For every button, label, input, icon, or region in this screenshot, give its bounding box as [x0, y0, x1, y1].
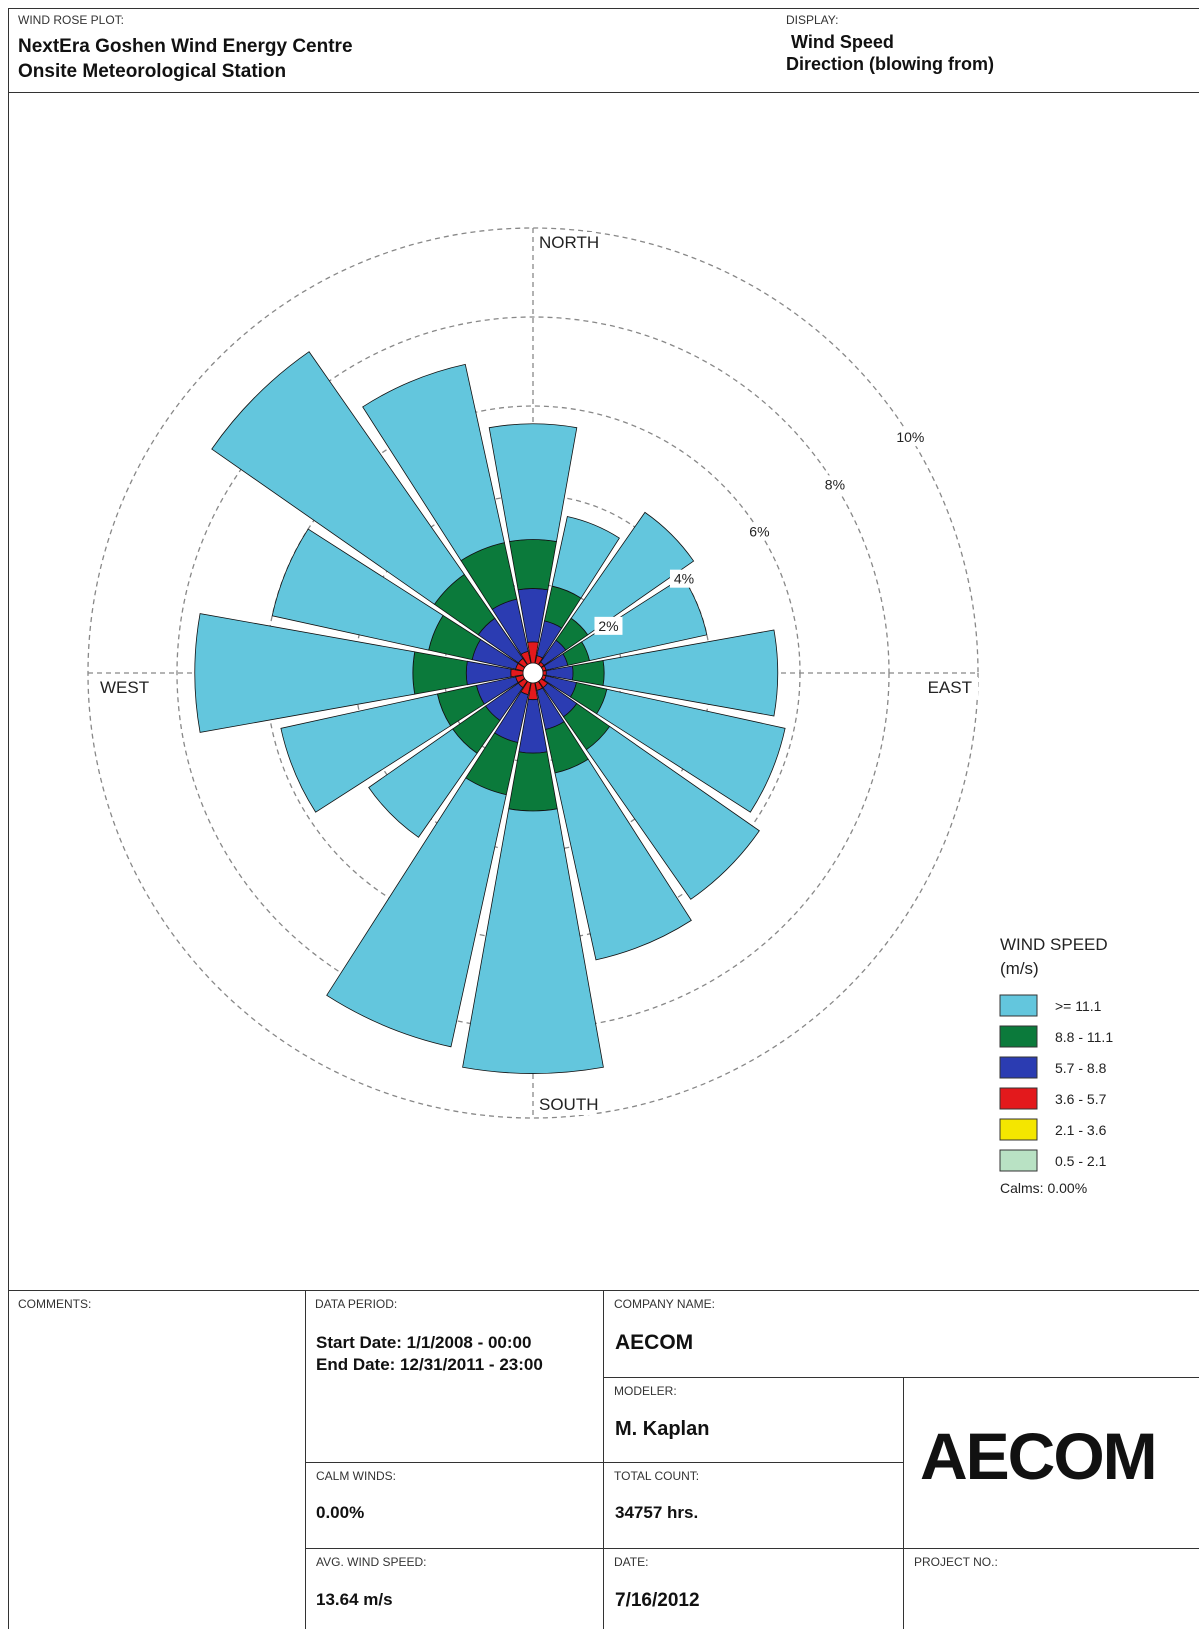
legend-label: 0.5 - 2.1 [1055, 1153, 1107, 1169]
petal-segment [509, 539, 557, 591]
ring-label: 4% [674, 571, 694, 587]
legend-label: 3.6 - 5.7 [1055, 1091, 1107, 1107]
value: 0.00% [316, 1503, 365, 1522]
legend-label: >= 11.1 [1055, 998, 1102, 1014]
title: NextEra Goshen Wind Energy Centre [18, 36, 353, 57]
label: AVG. WIND SPEED: [316, 1555, 427, 1569]
rule [305, 1290, 306, 1629]
petal-segment [488, 423, 578, 543]
legend-swatch [999, 1087, 1038, 1110]
legend-swatch [999, 1118, 1038, 1141]
label: PROJECT NO.: [914, 1555, 998, 1569]
label: WIND ROSE PLOT: [18, 13, 125, 27]
label: COMMENTS: [18, 1297, 92, 1311]
display-text: Direction (blowing from) [786, 54, 994, 74]
border [8, 8, 1199, 9]
ring-label-bg [745, 522, 774, 541]
value: AECOM [615, 1331, 694, 1354]
ring-label-bg [896, 428, 925, 447]
legend-title: (m/s) [1000, 959, 1039, 978]
value: 13.64 m/s [316, 1590, 393, 1609]
petal-segment [211, 351, 465, 605]
display-text: Wind Speed [791, 32, 894, 52]
legend-swatch [999, 1025, 1038, 1048]
legend-swatch [999, 1056, 1038, 1079]
petal-segment [581, 576, 708, 662]
legend-label: 8.8 - 11.1 [1055, 1029, 1113, 1045]
header-rule [8, 92, 1199, 93]
petal-segment [596, 688, 786, 813]
border [8, 8, 9, 1629]
wind-rose: 2% 4% 6% 8% 10% NORTH SOUTH EAST WEST WIND SPEED (… [87, 227, 1113, 1196]
petal-segment [362, 363, 505, 562]
petal-segment [551, 516, 620, 599]
petal-segment [194, 613, 416, 733]
legend-swatch [999, 994, 1038, 1017]
direction-label: SOUTH [539, 1095, 599, 1114]
calms-label: Calms: 0.00% [1000, 1180, 1087, 1196]
petal-segment [280, 693, 452, 813]
ring-label-bg [820, 475, 849, 494]
legend-label: 2.1 - 3.6 [1055, 1122, 1107, 1138]
legend-label: 5.7 - 8.8 [1055, 1060, 1107, 1076]
petal-segment [412, 651, 468, 695]
label: CALM WINDS: [316, 1469, 397, 1483]
direction-label: NORTH [539, 233, 599, 252]
label: DISPLAY: [786, 13, 839, 27]
petal-segment [585, 725, 760, 900]
rule [903, 1377, 904, 1629]
petal-segment [554, 758, 692, 961]
legend-swatch [999, 1149, 1038, 1172]
petal-segment [368, 728, 478, 838]
ring-label-bg [594, 616, 623, 635]
rule [305, 1462, 903, 1463]
direction-label: EAST [928, 678, 972, 697]
petal-segment [462, 808, 604, 1074]
petal-segment [271, 528, 444, 651]
label: DATA PERIOD: [315, 1297, 398, 1311]
logo: AECOM [920, 1419, 1158, 1493]
calm-circle [522, 662, 544, 684]
petal-segment [602, 629, 779, 717]
direction-label-bg [920, 677, 978, 698]
ring-label: 10% [896, 429, 924, 445]
label: COMPANY NAME: [614, 1297, 715, 1311]
label: TOTAL COUNT: [614, 1469, 700, 1483]
petal-segment [326, 777, 507, 1048]
direction-label-bg [97, 677, 155, 698]
rule [305, 1548, 1199, 1549]
petal-segment [570, 511, 695, 636]
value: 34757 hrs. [615, 1503, 699, 1522]
title: Onsite Meteorological Station [18, 61, 287, 82]
value: M. Kaplan [615, 1418, 710, 1440]
rule [603, 1290, 604, 1629]
direction-label-bg [536, 232, 594, 253]
value: Start Date: 1/1/2008 - 00:00 [316, 1333, 532, 1352]
direction-label-bg [536, 1094, 594, 1115]
value: End Date: 12/31/2011 - 23:00 [316, 1355, 543, 1374]
value: 7/16/2012 [615, 1590, 700, 1611]
label: DATE: [614, 1555, 649, 1569]
ring-label: 8% [825, 476, 845, 492]
ring-label: 2% [598, 618, 618, 634]
legend-title: WIND SPEED [1000, 935, 1108, 954]
ring-label: 6% [749, 524, 769, 540]
petal-segment [571, 660, 605, 686]
direction-label: WEST [100, 678, 149, 697]
ring-label-bg [669, 569, 698, 588]
label: MODELER: [614, 1384, 677, 1398]
rule [603, 1377, 1199, 1378]
